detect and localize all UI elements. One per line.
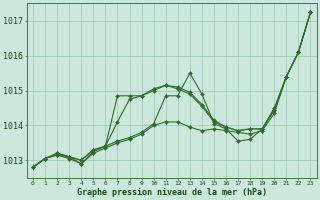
X-axis label: Graphe pression niveau de la mer (hPa): Graphe pression niveau de la mer (hPa)	[77, 188, 267, 197]
